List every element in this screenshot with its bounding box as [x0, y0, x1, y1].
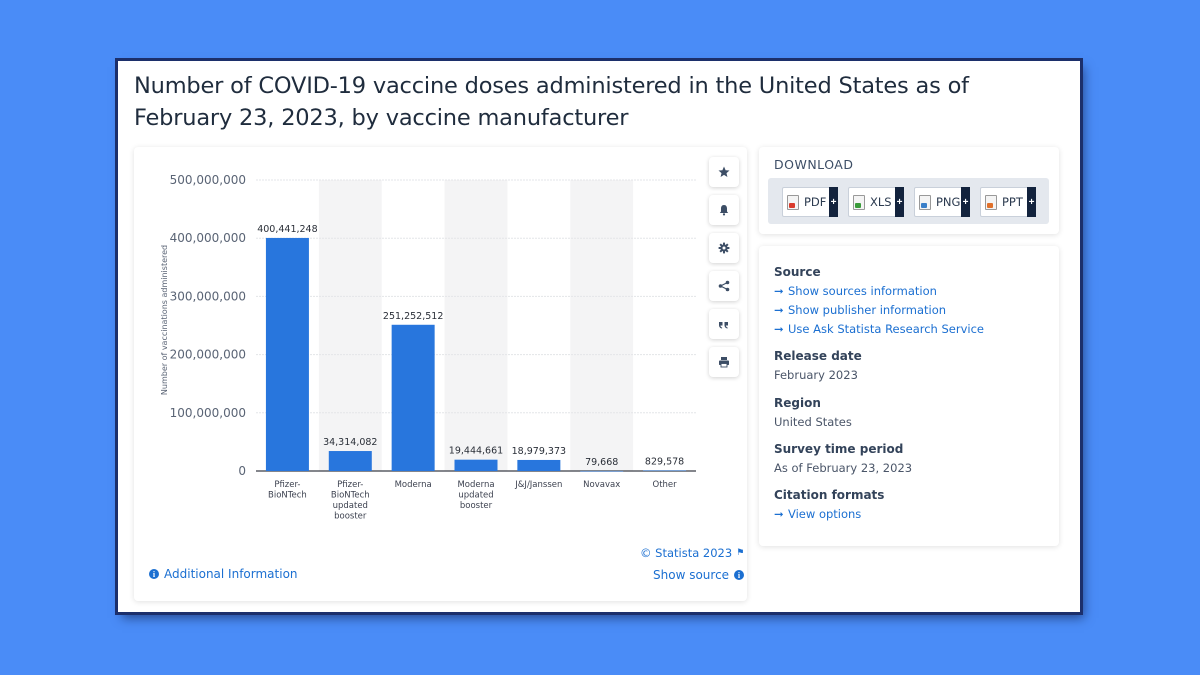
data-label: 829,578 — [645, 457, 684, 468]
show-publisher-label: Show publisher information — [788, 303, 947, 317]
bar — [328, 451, 372, 471]
survey-period-heading: Survey time period — [774, 442, 904, 456]
plus-icon: + — [1027, 187, 1036, 217]
bar — [391, 324, 435, 471]
x-tick-label: updated — [458, 491, 493, 501]
flag-icon: ⚑ — [736, 548, 745, 558]
y-tick-label: 0 — [238, 464, 246, 478]
info-icon: i — [734, 570, 745, 580]
x-tick-label: Other — [653, 480, 678, 490]
show-sources-link[interactable]: ➞ Show sources information — [774, 284, 937, 298]
info-panel: Source ➞ Show sources information ➞ Show p… — [759, 246, 1059, 546]
copyright-text: © Statista 2023 — [640, 546, 733, 560]
data-label: 18,979,373 — [512, 446, 566, 457]
download-xls-button[interactable]: XLS + — [848, 187, 904, 217]
data-label: 34,314,082 — [323, 437, 377, 448]
x-tick-label: updated — [333, 501, 368, 511]
data-label: 79,668 — [585, 457, 618, 468]
arrow-right-icon: ➞ — [774, 507, 784, 521]
show-publisher-link[interactable]: ➞ Show publisher information — [774, 303, 946, 317]
x-tick-label: booster — [334, 512, 367, 522]
citation-heading: Citation formats — [774, 488, 885, 502]
ask-statista-link[interactable]: ➞ Use Ask Statista Research Service — [774, 322, 984, 336]
x-tick-label: Pfizer- — [337, 480, 363, 490]
info-icon: i — [149, 569, 159, 579]
release-date-heading: Release date — [774, 349, 862, 363]
ppt-file-icon — [985, 194, 997, 210]
plus-icon: + — [895, 187, 904, 217]
bell-icon[interactable] — [709, 195, 739, 225]
view-options-link[interactable]: ➞ View options — [774, 507, 861, 521]
region-value: United States — [774, 415, 852, 429]
download-panel: DOWNLOAD PDF + XLS + PNG + PPT + — [759, 147, 1059, 234]
download-ppt-button[interactable]: PPT + — [980, 187, 1036, 217]
additional-information-label: Additional Information — [164, 567, 298, 581]
x-tick-label: Moderna — [457, 480, 494, 490]
arrow-right-icon: ➞ — [774, 284, 784, 298]
plus-icon: + — [829, 187, 838, 217]
region-heading: Region — [774, 396, 821, 410]
gear-icon[interactable] — [709, 233, 739, 263]
bar-chart: 0 100,000,000 200,000,000 300,000,000 400,00… — [160, 173, 696, 522]
data-label: 400,441,248 — [257, 224, 317, 235]
data-label: 19,444,661 — [449, 446, 503, 457]
page-title: Number of COVID-19 vaccine doses adminis… — [134, 73, 969, 131]
view-options-label: View options — [788, 507, 862, 521]
download-png-button[interactable]: PNG + — [914, 187, 970, 217]
bar — [580, 470, 624, 472]
y-tick-label: 400,000,000 — [170, 231, 246, 245]
x-tick-label: J&J/Janssen — [514, 480, 562, 490]
star-icon[interactable] — [709, 157, 739, 187]
release-date-value: February 2023 — [774, 368, 858, 382]
print-icon[interactable] — [709, 347, 739, 377]
category-band — [570, 180, 634, 471]
x-tick-label: Pfizer- — [274, 480, 300, 490]
download-bar: PDF + XLS + PNG + PPT + — [768, 178, 1049, 224]
x-tick-label: booster — [460, 501, 493, 511]
pdf-file-icon — [787, 194, 799, 210]
bar — [454, 459, 498, 471]
download-pdf-label: PDF — [804, 195, 827, 209]
download-xls-label: XLS — [870, 195, 892, 209]
x-tick-label: Novavax — [583, 480, 620, 490]
xls-file-icon — [853, 194, 865, 210]
download-title: DOWNLOAD — [774, 157, 854, 172]
bar — [643, 470, 687, 472]
plus-icon: + — [961, 187, 970, 217]
quote-icon[interactable] — [709, 309, 739, 339]
x-tick-label: BioNTech — [331, 491, 370, 501]
png-file-icon — [919, 194, 931, 210]
share-icon[interactable] — [709, 271, 739, 301]
chart-card — [134, 147, 747, 601]
download-ppt-label: PPT — [1002, 195, 1023, 209]
survey-period-value: As of February 23, 2023 — [774, 461, 913, 475]
category-band — [318, 180, 382, 471]
x-tick-label: BioNTech — [268, 491, 307, 501]
data-label: 251,252,512 — [383, 311, 443, 322]
show-source-label: Show source — [653, 568, 730, 582]
ask-statista-label: Use Ask Statista Research Service — [788, 322, 984, 336]
arrow-right-icon: ➞ — [774, 322, 784, 336]
show-sources-label: Show sources information — [788, 284, 937, 298]
additional-information-link[interactable]: i Additional Information — [149, 567, 298, 581]
bar — [517, 459, 561, 471]
y-tick-label: 300,000,000 — [170, 289, 246, 303]
arrow-right-icon: ➞ — [774, 303, 784, 317]
statista-copyright[interactable]: © Statista 2023 ⚑ — [640, 546, 744, 560]
y-tick-label: 500,000,000 — [170, 173, 246, 187]
y-axis-title: Number of vaccinations administered — [160, 245, 169, 395]
show-source-link[interactable]: Show source i — [653, 568, 745, 582]
download-pdf-button[interactable]: PDF + — [782, 187, 838, 217]
source-heading: Source — [774, 265, 821, 279]
y-tick-label: 100,000,000 — [170, 406, 246, 420]
download-png-label: PNG — [936, 195, 961, 209]
bar — [265, 237, 309, 471]
x-tick-label: Moderna — [395, 480, 432, 490]
category-band — [444, 180, 508, 471]
y-tick-label: 200,000,000 — [170, 348, 246, 362]
